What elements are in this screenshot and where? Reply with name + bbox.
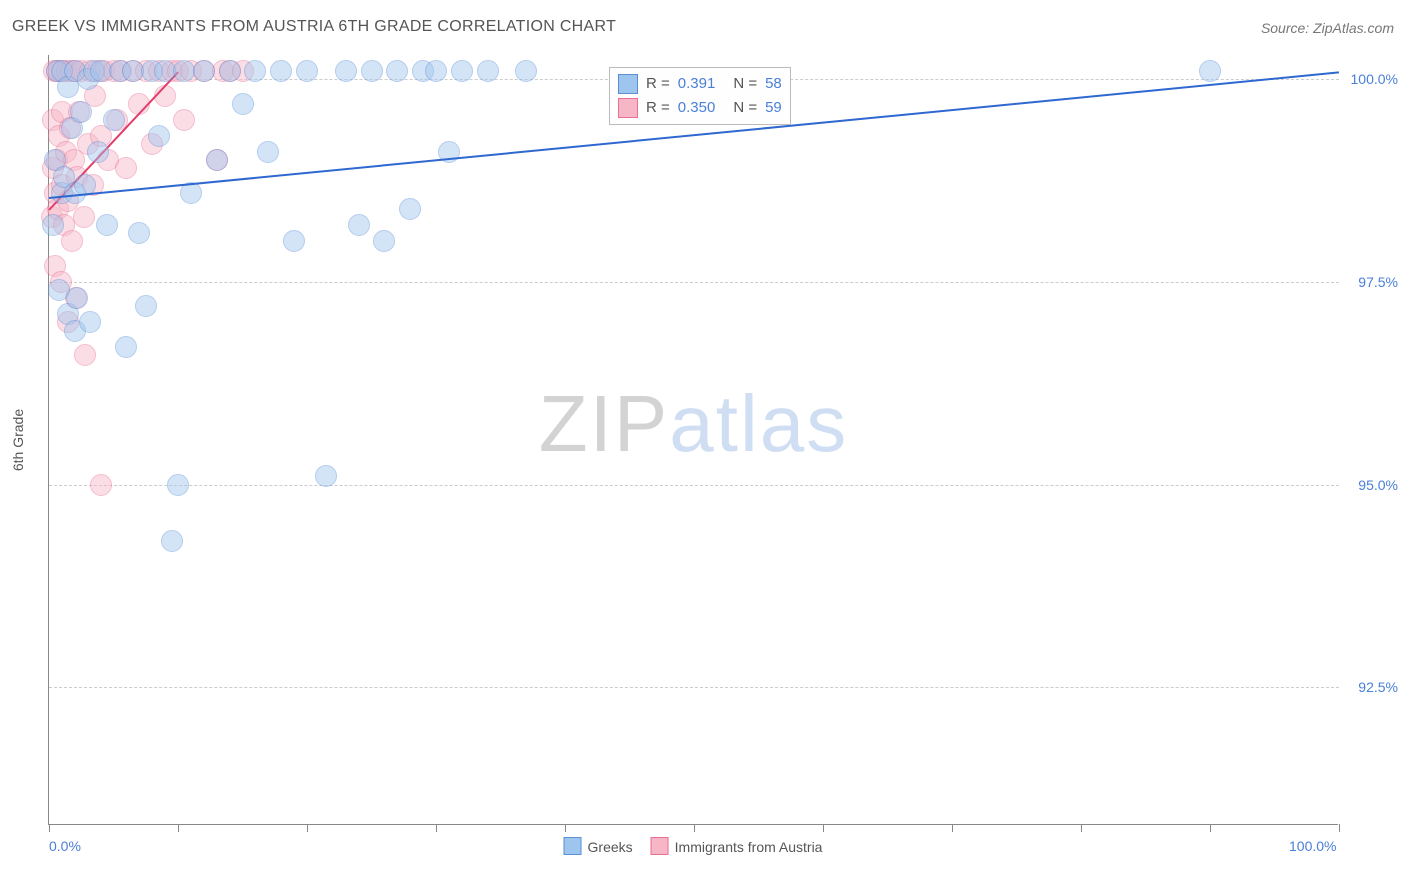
data-point-greeks <box>42 214 64 236</box>
watermark: ZIPatlas <box>539 378 848 470</box>
x-tick <box>436 824 437 832</box>
data-point-austria <box>115 157 137 179</box>
data-point-greeks <box>128 222 150 244</box>
chart-container: 6th Grade ZIPatlas 92.5%95.0%97.5%100.0%… <box>48 55 1338 825</box>
y-axis-title: 6th Grade <box>10 409 26 471</box>
data-point-greeks <box>70 101 92 123</box>
data-point-greeks <box>148 125 170 147</box>
stats-swatch-austria <box>618 98 638 118</box>
data-point-greeks <box>515 60 537 82</box>
plot-area: ZIPatlas 92.5%95.0%97.5%100.0%0.0%100.0%… <box>48 55 1338 825</box>
data-point-greeks <box>87 141 109 163</box>
data-point-greeks <box>451 60 473 82</box>
stats-r-value: 0.350 <box>678 96 716 120</box>
stats-n-value: 58 <box>765 72 782 96</box>
legend-item-austria: Immigrants from Austria <box>651 837 823 855</box>
data-point-greeks <box>361 60 383 82</box>
data-point-greeks <box>296 60 318 82</box>
data-point-greeks <box>425 60 447 82</box>
data-point-greeks <box>79 311 101 333</box>
stats-r-value: 0.391 <box>678 72 716 96</box>
data-point-greeks <box>193 60 215 82</box>
data-point-greeks <box>96 214 118 236</box>
data-point-greeks <box>257 141 279 163</box>
watermark-zip: ZIP <box>539 379 669 468</box>
data-point-greeks <box>386 60 408 82</box>
stats-r-label: R = <box>646 96 670 120</box>
data-point-greeks <box>115 336 137 358</box>
stats-r-label: R = <box>646 72 670 96</box>
stats-legend-box: R = 0.391 N = 58 R = 0.350 N = 59 <box>609 67 791 125</box>
x-tick <box>1339 824 1340 832</box>
stats-swatch-greeks <box>618 74 638 94</box>
source-name: ZipAtlas.com <box>1313 20 1394 36</box>
x-tick-label: 0.0% <box>49 838 81 854</box>
x-tick <box>1210 824 1211 832</box>
x-tick <box>952 824 953 832</box>
data-point-greeks <box>1199 60 1221 82</box>
gridline-h <box>49 282 1339 283</box>
chart-title: GREEK VS IMMIGRANTS FROM AUSTRIA 6TH GRA… <box>12 18 616 35</box>
data-point-greeks <box>335 60 357 82</box>
data-point-greeks <box>348 214 370 236</box>
data-point-greeks <box>270 60 292 82</box>
legend-item-greeks: Greeks <box>564 837 633 855</box>
legend-bottom: Greeks Immigrants from Austria <box>564 837 823 855</box>
data-point-greeks <box>66 287 88 309</box>
legend-swatch-austria <box>651 837 669 855</box>
data-point-greeks <box>161 530 183 552</box>
data-point-greeks <box>103 109 125 131</box>
stats-n-value: 59 <box>765 96 782 120</box>
x-tick <box>49 824 50 832</box>
data-point-greeks <box>135 295 157 317</box>
data-point-austria <box>74 344 96 366</box>
legend-label-austria: Immigrants from Austria <box>675 839 823 855</box>
data-point-greeks <box>219 60 241 82</box>
stats-row-austria: R = 0.350 N = 59 <box>618 96 782 120</box>
watermark-atlas: atlas <box>669 379 848 468</box>
data-point-austria <box>90 474 112 496</box>
stats-row-greeks: R = 0.391 N = 58 <box>618 72 782 96</box>
data-point-austria <box>61 230 83 252</box>
y-tick-label: 97.5% <box>1343 274 1398 290</box>
gridline-h <box>49 485 1339 486</box>
x-tick <box>565 824 566 832</box>
data-point-austria <box>173 109 195 131</box>
y-tick-label: 92.5% <box>1343 679 1398 695</box>
data-point-greeks <box>167 474 189 496</box>
legend-swatch-greeks <box>564 837 582 855</box>
y-tick-label: 100.0% <box>1343 71 1398 87</box>
data-point-greeks <box>399 198 421 220</box>
stats-n-label: N = <box>733 96 757 120</box>
data-point-greeks <box>244 60 266 82</box>
x-tick-label: 100.0% <box>1289 838 1336 854</box>
y-tick-label: 95.0% <box>1343 477 1398 493</box>
gridline-h <box>49 687 1339 688</box>
legend-label-greeks: Greeks <box>588 839 633 855</box>
data-point-austria <box>73 206 95 228</box>
data-point-greeks <box>477 60 499 82</box>
stats-n-label: N = <box>733 72 757 96</box>
data-point-greeks <box>283 230 305 252</box>
x-tick <box>1081 824 1082 832</box>
data-point-greeks <box>373 230 395 252</box>
data-point-greeks <box>206 149 228 171</box>
x-tick <box>307 824 308 832</box>
source-attribution: Source: ZipAtlas.com <box>1261 20 1394 36</box>
data-point-greeks <box>232 93 254 115</box>
x-tick <box>823 824 824 832</box>
data-point-greeks <box>315 465 337 487</box>
x-tick <box>178 824 179 832</box>
source-prefix: Source: <box>1261 20 1313 36</box>
x-tick <box>694 824 695 832</box>
